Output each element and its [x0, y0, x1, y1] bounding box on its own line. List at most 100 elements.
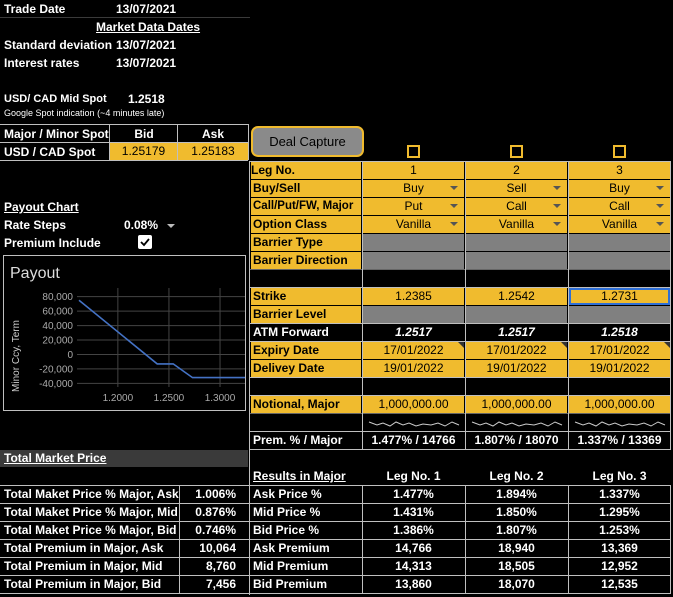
- chart-y-tick-label: 60,000: [42, 307, 73, 318]
- results-cell: 18,070: [498, 577, 535, 591]
- leg-1-delivery[interactable]: 19/01/2022: [363, 360, 464, 377]
- spot-bid: 1.25179: [110, 143, 177, 160]
- dropdown-arrow-icon: [450, 222, 458, 226]
- results-cell: 18,940: [498, 541, 535, 555]
- row-label-atm-forward: ATM Forward: [253, 325, 329, 339]
- payout-chart-link[interactable]: Payout Chart: [4, 200, 79, 214]
- results-cell: 1.386%: [393, 523, 434, 537]
- leg-1-buy-sell: Buy: [403, 181, 424, 195]
- leg-3-number: 3: [569, 162, 670, 179]
- chart-y-tick-label: 80,000: [42, 292, 73, 303]
- results-row-label: Ask Price %: [253, 487, 322, 501]
- leg-2-number: 2: [466, 162, 567, 179]
- leg-3-expiry[interactable]: 17/01/2022: [569, 342, 670, 359]
- leg-3-atm-forward: 1.2518: [601, 325, 638, 339]
- results-cell: 12,952: [601, 559, 638, 573]
- results-title: Results in Major: [253, 469, 346, 483]
- row-label-strike: Strike: [251, 288, 361, 305]
- leg-1-option-class: Vanilla: [395, 217, 432, 231]
- leg-1-expiry[interactable]: 17/01/2022: [363, 342, 464, 359]
- rate-steps-select[interactable]: 0.08%: [124, 216, 176, 234]
- leg-2-atm-forward: 1.2517: [498, 325, 535, 339]
- chart-y-tick-label: 20,000: [42, 336, 73, 347]
- leg-3-barrier-level: [569, 306, 670, 323]
- total-row-label: Total Maket Price % Major, Ask: [4, 487, 179, 501]
- chart-y-tick-label: -20,000: [39, 364, 73, 375]
- leg-1-buy-sell-select[interactable]: Buy: [363, 180, 464, 197]
- rate-steps-label: Rate Steps: [4, 218, 67, 232]
- std-dev-label: Standard deviation: [4, 38, 113, 52]
- leg-1-call-put-select[interactable]: Put: [363, 198, 464, 215]
- chart-title: Payout: [10, 265, 60, 282]
- leg-3-call-put-select[interactable]: Call: [569, 198, 670, 215]
- dropdown-arrow-icon: [553, 222, 561, 226]
- spot-header-ask: Ask: [201, 127, 224, 141]
- chart-y-tick-label: -40,000: [39, 379, 73, 390]
- comment-marker-icon: [664, 342, 670, 348]
- results-row-label: Bid Premium: [253, 577, 328, 591]
- mid-spot-value: 1.2518: [128, 92, 165, 106]
- trade-date-label: Trade Date: [4, 2, 66, 16]
- leg-2-option-class-select[interactable]: Vanilla: [466, 216, 567, 233]
- spot-header-pair: Major / Minor Spot: [4, 127, 109, 141]
- mid-spot-label: USD/ CAD Mid Spot: [4, 93, 107, 105]
- row-label-barrier-type: Barrier Type: [251, 234, 361, 251]
- chart-series-line: [78, 299, 245, 379]
- results-cell: 12,535: [601, 577, 638, 591]
- leg-1-select-checkbox[interactable]: [407, 145, 420, 158]
- leg-3-delivery[interactable]: 19/01/2022: [569, 360, 670, 377]
- row-label-notional: Notional, Major: [251, 396, 361, 413]
- leg-1-option-class-select[interactable]: Vanilla: [363, 216, 464, 233]
- results-cell: 14,766: [395, 541, 432, 555]
- leg-2-notional[interactable]: 1,000,000.00: [466, 396, 567, 413]
- leg-1-strike[interactable]: 1.2385: [363, 288, 464, 305]
- results-row-label: Bid Price %: [253, 523, 320, 537]
- total-row-value: 1.006%: [195, 487, 236, 501]
- results-cell: 14,313: [395, 559, 432, 573]
- results-row-label: Mid Price %: [253, 505, 321, 519]
- total-row-value: 8,760: [205, 559, 236, 573]
- chart-x-tick-label: 1.2500: [154, 393, 185, 404]
- premium-include-checkbox[interactable]: [138, 235, 152, 249]
- leg-3-strike[interactable]: 1.2731: [569, 288, 670, 305]
- row-label-buy-sell: Buy/Sell: [251, 180, 361, 197]
- std-dev-date[interactable]: 13/07/2021: [116, 38, 177, 52]
- leg-1-barrier-direction: [363, 252, 464, 269]
- leg-1-barrier-type: [363, 234, 464, 251]
- leg-3-select-checkbox[interactable]: [613, 145, 626, 158]
- dropdown-arrow-icon: [553, 186, 561, 190]
- leg-1-expiry-value: 17/01/2022: [383, 343, 444, 357]
- row-label-expiry-date: Expiry Date: [251, 342, 361, 359]
- premium-sparklines: [368, 421, 666, 427]
- leg-2-option-class: Vanilla: [498, 217, 535, 231]
- results-cell: 1.295%: [599, 505, 640, 519]
- leg-2-delivery[interactable]: 19/01/2022: [466, 360, 567, 377]
- leg-2-buy-sell-select[interactable]: Sell: [466, 180, 567, 197]
- leg-1-notional[interactable]: 1,000,000.00: [363, 396, 464, 413]
- leg-3-notional[interactable]: 1,000,000.00: [569, 396, 670, 413]
- total-market-title: Total Market Price: [0, 450, 248, 467]
- results-header-leg-1: Leg No. 1: [386, 469, 441, 483]
- total-row-label: Total Premium in Major, Ask: [4, 541, 164, 555]
- leg-3-option-class-select[interactable]: Vanilla: [569, 216, 670, 233]
- leg-1-atm-forward: 1.2517: [395, 325, 432, 339]
- trade-date-value[interactable]: 13/07/2021: [116, 2, 177, 16]
- chart-y-tick-label: 0: [67, 350, 73, 361]
- chart-x-tick-label: 1.3000: [205, 393, 236, 404]
- dropdown-arrow-icon: [656, 204, 664, 208]
- spot-pair: USD / CAD Spot: [4, 145, 96, 159]
- leg-2-expiry[interactable]: 17/01/2022: [466, 342, 567, 359]
- dropdown-arrow-icon: [553, 204, 561, 208]
- leg-3-expiry-value: 17/01/2022: [589, 343, 650, 357]
- leg-3-call-put: Call: [609, 199, 630, 213]
- results-row-label: Mid Premium: [253, 559, 329, 573]
- interest-rates-date[interactable]: 13/07/2021: [116, 56, 177, 70]
- leg-2-strike[interactable]: 1.2542: [466, 288, 567, 305]
- total-row-label: Total Premium in Major, Bid: [4, 577, 162, 591]
- premium-include-label: Premium Include: [4, 236, 101, 250]
- leg-2-call-put-select[interactable]: Call: [466, 198, 567, 215]
- results-cell: 1.337%: [599, 487, 640, 501]
- deal-capture-button[interactable]: Deal Capture: [251, 126, 364, 157]
- leg-3-buy-sell-select[interactable]: Buy: [569, 180, 670, 197]
- leg-2-select-checkbox[interactable]: [510, 145, 523, 158]
